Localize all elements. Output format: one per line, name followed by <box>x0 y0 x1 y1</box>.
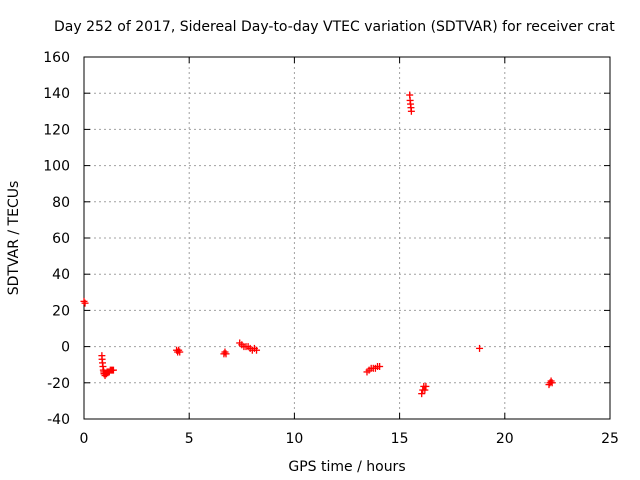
y-tick-label: 100 <box>43 159 70 175</box>
y-tick-label: 160 <box>43 50 70 66</box>
y-tick-label: 120 <box>43 122 70 138</box>
x-tick-label: 5 <box>185 431 194 447</box>
data-point <box>476 344 484 352</box>
data-point <box>81 299 89 307</box>
data-point <box>222 350 230 358</box>
data-point <box>253 346 261 354</box>
data-point <box>407 107 415 115</box>
y-tick-label: -20 <box>47 376 70 392</box>
y-tick-label: -40 <box>47 412 70 428</box>
axis-tick-labels: 0 5 10 15 20 25 -40 -20 0 20 40 60 80 100 120 140 160 <box>43 50 619 447</box>
grid <box>84 57 610 419</box>
y-tick-label: 80 <box>52 195 70 211</box>
y-tick-label: 140 <box>43 86 70 102</box>
y-tick-label: 40 <box>52 267 70 283</box>
data-point <box>548 379 556 387</box>
y-tick-label: 20 <box>52 303 70 319</box>
x-tick-label: 20 <box>496 431 514 447</box>
plot-area <box>83 56 611 420</box>
x-tick-label: 0 <box>80 431 89 447</box>
data-point <box>109 366 117 374</box>
data-point <box>422 382 430 390</box>
data-point <box>421 386 429 394</box>
data-point <box>376 363 384 371</box>
y-tick-label: 0 <box>61 340 70 356</box>
x-tick-label: 10 <box>285 431 303 447</box>
x-tick-label: 25 <box>601 431 619 447</box>
y-tick-label: 60 <box>52 231 70 247</box>
x-axis-title: GPS time / hours <box>288 459 405 475</box>
data-point <box>176 348 184 356</box>
x-tick-label: 15 <box>391 431 409 447</box>
axis-ticks <box>83 56 611 420</box>
data-points <box>80 91 556 398</box>
y-axis-title: SDTVAR / TECUs <box>6 181 22 296</box>
data-point <box>418 390 426 398</box>
chart-title: Day 252 of 2017, Sidereal Day-to-day VTE… <box>54 19 615 35</box>
